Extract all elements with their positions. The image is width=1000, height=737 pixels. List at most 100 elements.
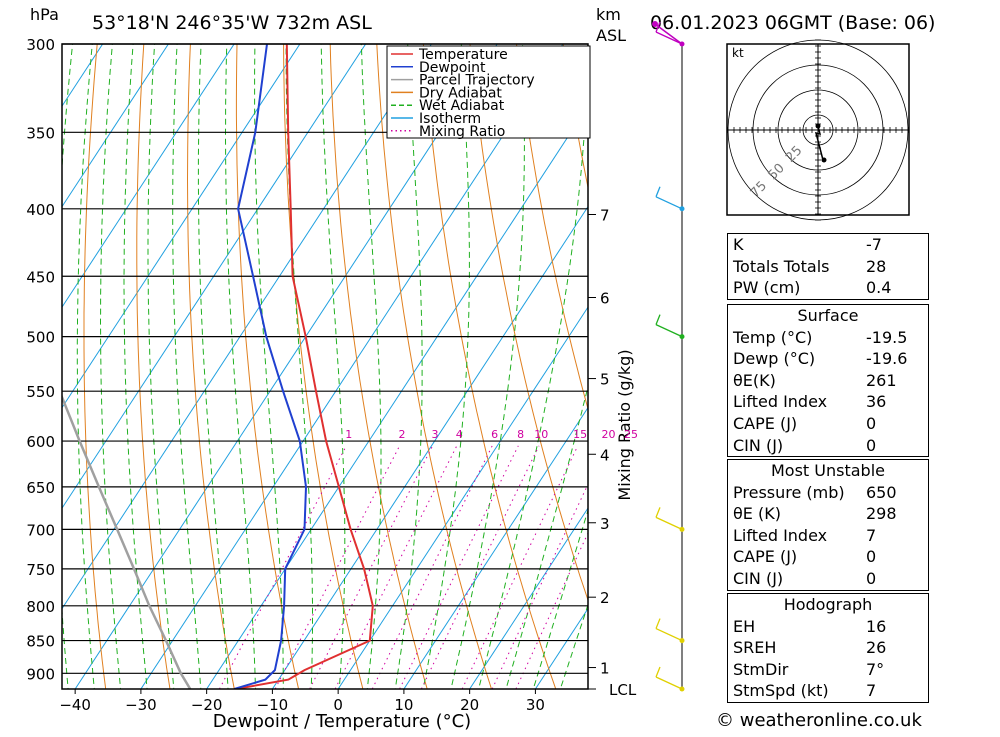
mixing-ratio-label: 2 bbox=[399, 428, 406, 441]
dry-adiabat-line bbox=[423, 44, 556, 692]
plot-frame bbox=[62, 44, 588, 689]
isotherm-line bbox=[207, 44, 629, 689]
mu-li-value: 7 bbox=[866, 525, 924, 547]
most-unstable-title: Most Unstable bbox=[728, 460, 928, 482]
wind-barb-shaft bbox=[656, 629, 682, 641]
stmspd-row: StmSpd (kt)7 bbox=[728, 680, 928, 702]
km-tick-label: 6 bbox=[600, 289, 610, 307]
wet-adiabat-line bbox=[77, 44, 98, 733]
mu-pressure-row: Pressure (mb) 650 bbox=[728, 482, 928, 504]
wet-adiabat-line bbox=[321, 44, 345, 733]
x-tick-label: −10 bbox=[257, 696, 289, 714]
mu-pressure-label: Pressure (mb) bbox=[733, 482, 845, 504]
hpa-unit-label: hPa bbox=[30, 5, 59, 24]
surface-theta-label: θE(K) bbox=[733, 370, 776, 392]
asl-unit-label: ASL bbox=[596, 26, 626, 45]
mu-cin-value: 0 bbox=[866, 568, 924, 590]
location-title: 53°18'N 246°35'W 732m ASL bbox=[92, 12, 372, 34]
sreh-value: 26 bbox=[866, 637, 924, 659]
mu-pressure-value: 650 bbox=[866, 482, 924, 504]
mixing-ratio-label: 8 bbox=[517, 428, 524, 441]
wet-adiabat-line bbox=[255, 44, 284, 733]
mixing-ratio-label: 10 bbox=[534, 428, 548, 441]
surface-li-row: Lifted Index 36 bbox=[728, 391, 928, 413]
x-tick-label: −40 bbox=[59, 696, 91, 714]
surface-li-value: 36 bbox=[866, 391, 924, 413]
mixing-ratio-label: 20 bbox=[601, 428, 615, 441]
wet-adiabat-line bbox=[124, 44, 151, 733]
x-tick-label: −30 bbox=[125, 696, 157, 714]
most-unstable-table: Most Unstable Pressure (mb) 650 θE (K)298… bbox=[727, 459, 929, 591]
wet-adiabat-line bbox=[101, 44, 125, 733]
dry-adiabat-line bbox=[936, 44, 1000, 692]
surface-table: Surface Temp (°C)-19.5 Dewp (°C)-19.6 θE… bbox=[727, 304, 929, 457]
surface-cape-label: CAPE (J) bbox=[733, 413, 797, 435]
copyright-footer[interactable]: © weatheronline.co.uk bbox=[716, 710, 922, 731]
isotherm-line bbox=[141, 44, 563, 689]
km-tick-label: 2 bbox=[600, 589, 610, 607]
stmspd-value: 7 bbox=[866, 680, 924, 702]
mu-theta-row: θE (K)298 bbox=[728, 503, 928, 525]
wet-adiabat-line bbox=[286, 44, 312, 733]
storm-motion-point bbox=[822, 158, 827, 163]
x-tick-label: 20 bbox=[460, 696, 479, 714]
legend-entry: Mixing Ratio bbox=[419, 124, 505, 140]
wind-barb-shaft bbox=[656, 517, 682, 529]
pw-row: PW (cm) 0.4 bbox=[728, 277, 928, 299]
profiles bbox=[16, 44, 372, 689]
mixing-ratio-label: 25 bbox=[624, 428, 638, 441]
mu-cape-row: CAPE (J) 0 bbox=[728, 546, 928, 568]
wind-barb-shaft bbox=[656, 325, 682, 337]
hodograph-title: Hodograph bbox=[728, 594, 928, 616]
k-index-value: -7 bbox=[866, 234, 924, 256]
pw-label: PW (cm) bbox=[733, 277, 800, 299]
stmdir-label: StmDir bbox=[733, 659, 788, 681]
mu-cin-label: CIN (J) bbox=[733, 568, 783, 590]
surface-li-label: Lifted Index bbox=[733, 391, 827, 413]
wet-adiabat-line bbox=[54, 44, 72, 733]
eh-label: EH bbox=[733, 616, 755, 638]
mixing-ratio-axis-title: Mixing Ratio (g/kg) bbox=[615, 349, 634, 500]
wind-barb-flag bbox=[656, 315, 660, 325]
wet-adiabat-line bbox=[148, 44, 177, 733]
wind-barb-shaft bbox=[656, 197, 682, 209]
pressure-tick-label: 650 bbox=[26, 479, 55, 497]
wind-barb-flag bbox=[656, 667, 660, 677]
x-tick-label: 30 bbox=[526, 696, 545, 714]
stmdir-value: 7° bbox=[866, 659, 924, 681]
pw-value: 0.4 bbox=[866, 277, 924, 299]
lcl-label: LCL bbox=[609, 681, 637, 699]
pressure-tick-label: 700 bbox=[26, 521, 55, 539]
mu-cape-value: 0 bbox=[866, 546, 924, 568]
k-index-label: K bbox=[733, 234, 744, 256]
dry-adiabat-line bbox=[983, 44, 1000, 692]
km-tick-label: 1 bbox=[600, 660, 610, 678]
km-tick-label: 5 bbox=[600, 371, 610, 389]
isotherm-line bbox=[9, 44, 431, 689]
sreh-label: SREH bbox=[733, 637, 776, 659]
surface-title: Surface bbox=[728, 305, 928, 327]
mu-cape-label: CAPE (J) bbox=[733, 546, 797, 568]
surface-cape-row: CAPE (J) 0 bbox=[728, 413, 928, 435]
pressure-tick-label: 600 bbox=[26, 433, 55, 451]
surface-dewp-value: -19.6 bbox=[866, 348, 924, 370]
mixing-ratio-label: 15 bbox=[573, 428, 587, 441]
hodograph-point bbox=[816, 124, 821, 129]
dry-adiabat-line bbox=[563, 44, 750, 692]
totals-totals-label: Totals Totals bbox=[733, 256, 830, 278]
mu-li-label: Lifted Index bbox=[733, 525, 827, 547]
pressure-tick-label: 350 bbox=[26, 124, 55, 142]
surface-temp-label: Temp (°C) bbox=[733, 327, 812, 349]
surface-cape-value: 0 bbox=[866, 413, 924, 435]
mixing-ratio-label: 1 bbox=[345, 428, 352, 441]
sreh-row: SREH 26 bbox=[728, 637, 928, 659]
wind-barb-flag bbox=[656, 619, 660, 629]
pressure-tick-label: 400 bbox=[26, 201, 55, 219]
mixing-ratio-label: 6 bbox=[491, 428, 498, 441]
x-tick-label: −20 bbox=[191, 696, 223, 714]
